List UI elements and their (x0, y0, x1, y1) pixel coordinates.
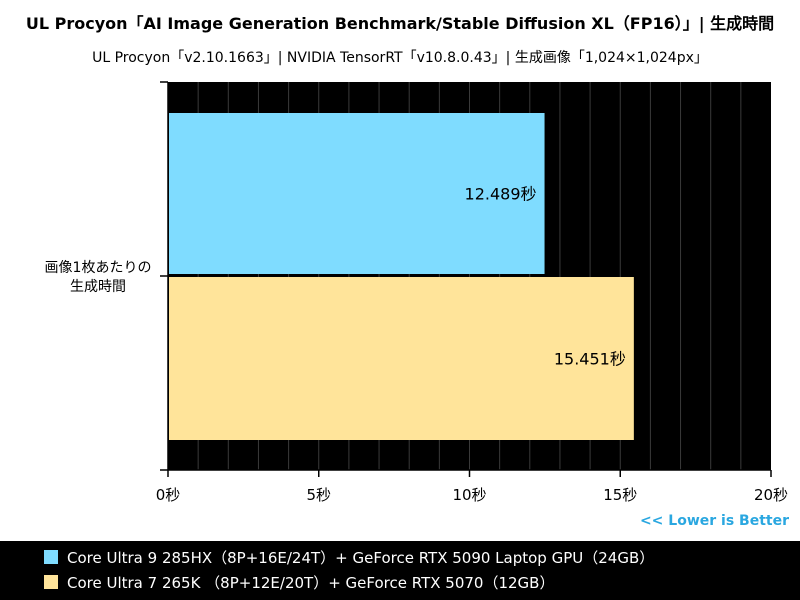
legend-label-series-1: Core Ultra 9 285HX（8P+16E/24T）+ GeForce … (67, 548, 655, 567)
x-tick-label: 15秒 (603, 486, 637, 504)
x-tick-label: 20秒 (754, 486, 788, 504)
legend-item-series-2: Core Ultra 7 265K （8P+12E/20T）+ GeForce … (44, 572, 554, 592)
lower-is-better-note: << Lower is Better (639, 513, 789, 529)
chart-subtitle: UL Procyon「v2.10.1663」| NVIDIA TensorRT「… (92, 50, 708, 66)
category-label-line: 生成時間 (70, 279, 126, 295)
bar-value-label: 12.489秒 (465, 185, 537, 204)
category-label: 画像1枚あたりの生成時間 (45, 260, 152, 295)
bar-series-2 (169, 277, 634, 440)
category-label-line: 画像1枚あたりの (45, 260, 152, 276)
x-tick-label: 10秒 (452, 486, 486, 504)
legend: Core Ultra 9 285HX（8P+16E/24T）+ GeForce … (0, 541, 800, 600)
legend-label-series-2: Core Ultra 7 265K （8P+12E/20T）+ GeForce … (67, 573, 555, 592)
legend-swatch-series-1 (44, 550, 58, 564)
chart-title: UL Procyon「AI Image Generation Benchmark… (25, 14, 775, 33)
x-tick-label: 0秒 (156, 486, 181, 504)
x-tick-label: 5秒 (306, 486, 331, 504)
bar-series-1 (169, 113, 545, 274)
bar-value-label: 15.451秒 (554, 350, 626, 369)
bar-chart: 0秒 5秒 10秒 15秒 20秒 12.489秒 15.451秒 画像1枚あたりの生成時間 (45, 81, 788, 504)
legend-item-series-1: Core Ultra 9 285HX（8P+16E/24T）+ GeForce … (44, 547, 654, 567)
legend-swatch-series-2 (44, 575, 58, 589)
